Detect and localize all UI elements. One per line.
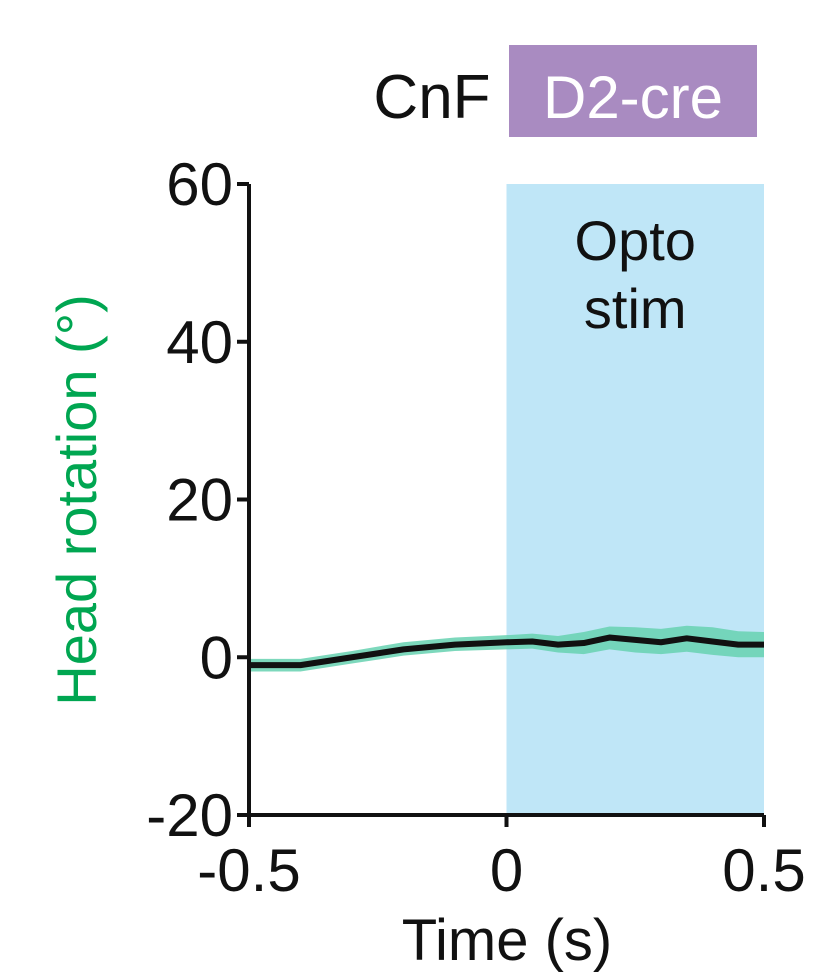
genotype-badge <box>509 45 757 137</box>
series-0-mean-line <box>249 634 764 669</box>
y-tick-label: 20 <box>166 467 233 534</box>
y-tick-label: 40 <box>166 309 233 376</box>
x-tick-label: 0.5 <box>722 837 805 904</box>
y-axis: -20 0 20 40 60 <box>146 151 251 849</box>
x-tick-label: 0 <box>490 837 523 904</box>
x-tick-label: -0.5 <box>197 837 300 904</box>
genotype-label: D2-cre <box>543 64 723 131</box>
region-label: CnF <box>373 63 490 132</box>
y-axis-label: Head rotation (°) <box>45 294 108 705</box>
x-axis-label: Time (s) <box>402 908 612 973</box>
y-tick-label: -20 <box>146 782 233 849</box>
y-tick-label: 60 <box>166 151 233 218</box>
opto-stim-label-line1: Opto <box>575 209 696 272</box>
x-axis: -0.5 0 0.5 <box>197 813 806 904</box>
opto-stim-label-line2: stim <box>584 277 687 340</box>
series-layer <box>249 625 764 672</box>
opto-stim-region <box>506 184 764 815</box>
y-tick-label: 0 <box>200 624 233 691</box>
